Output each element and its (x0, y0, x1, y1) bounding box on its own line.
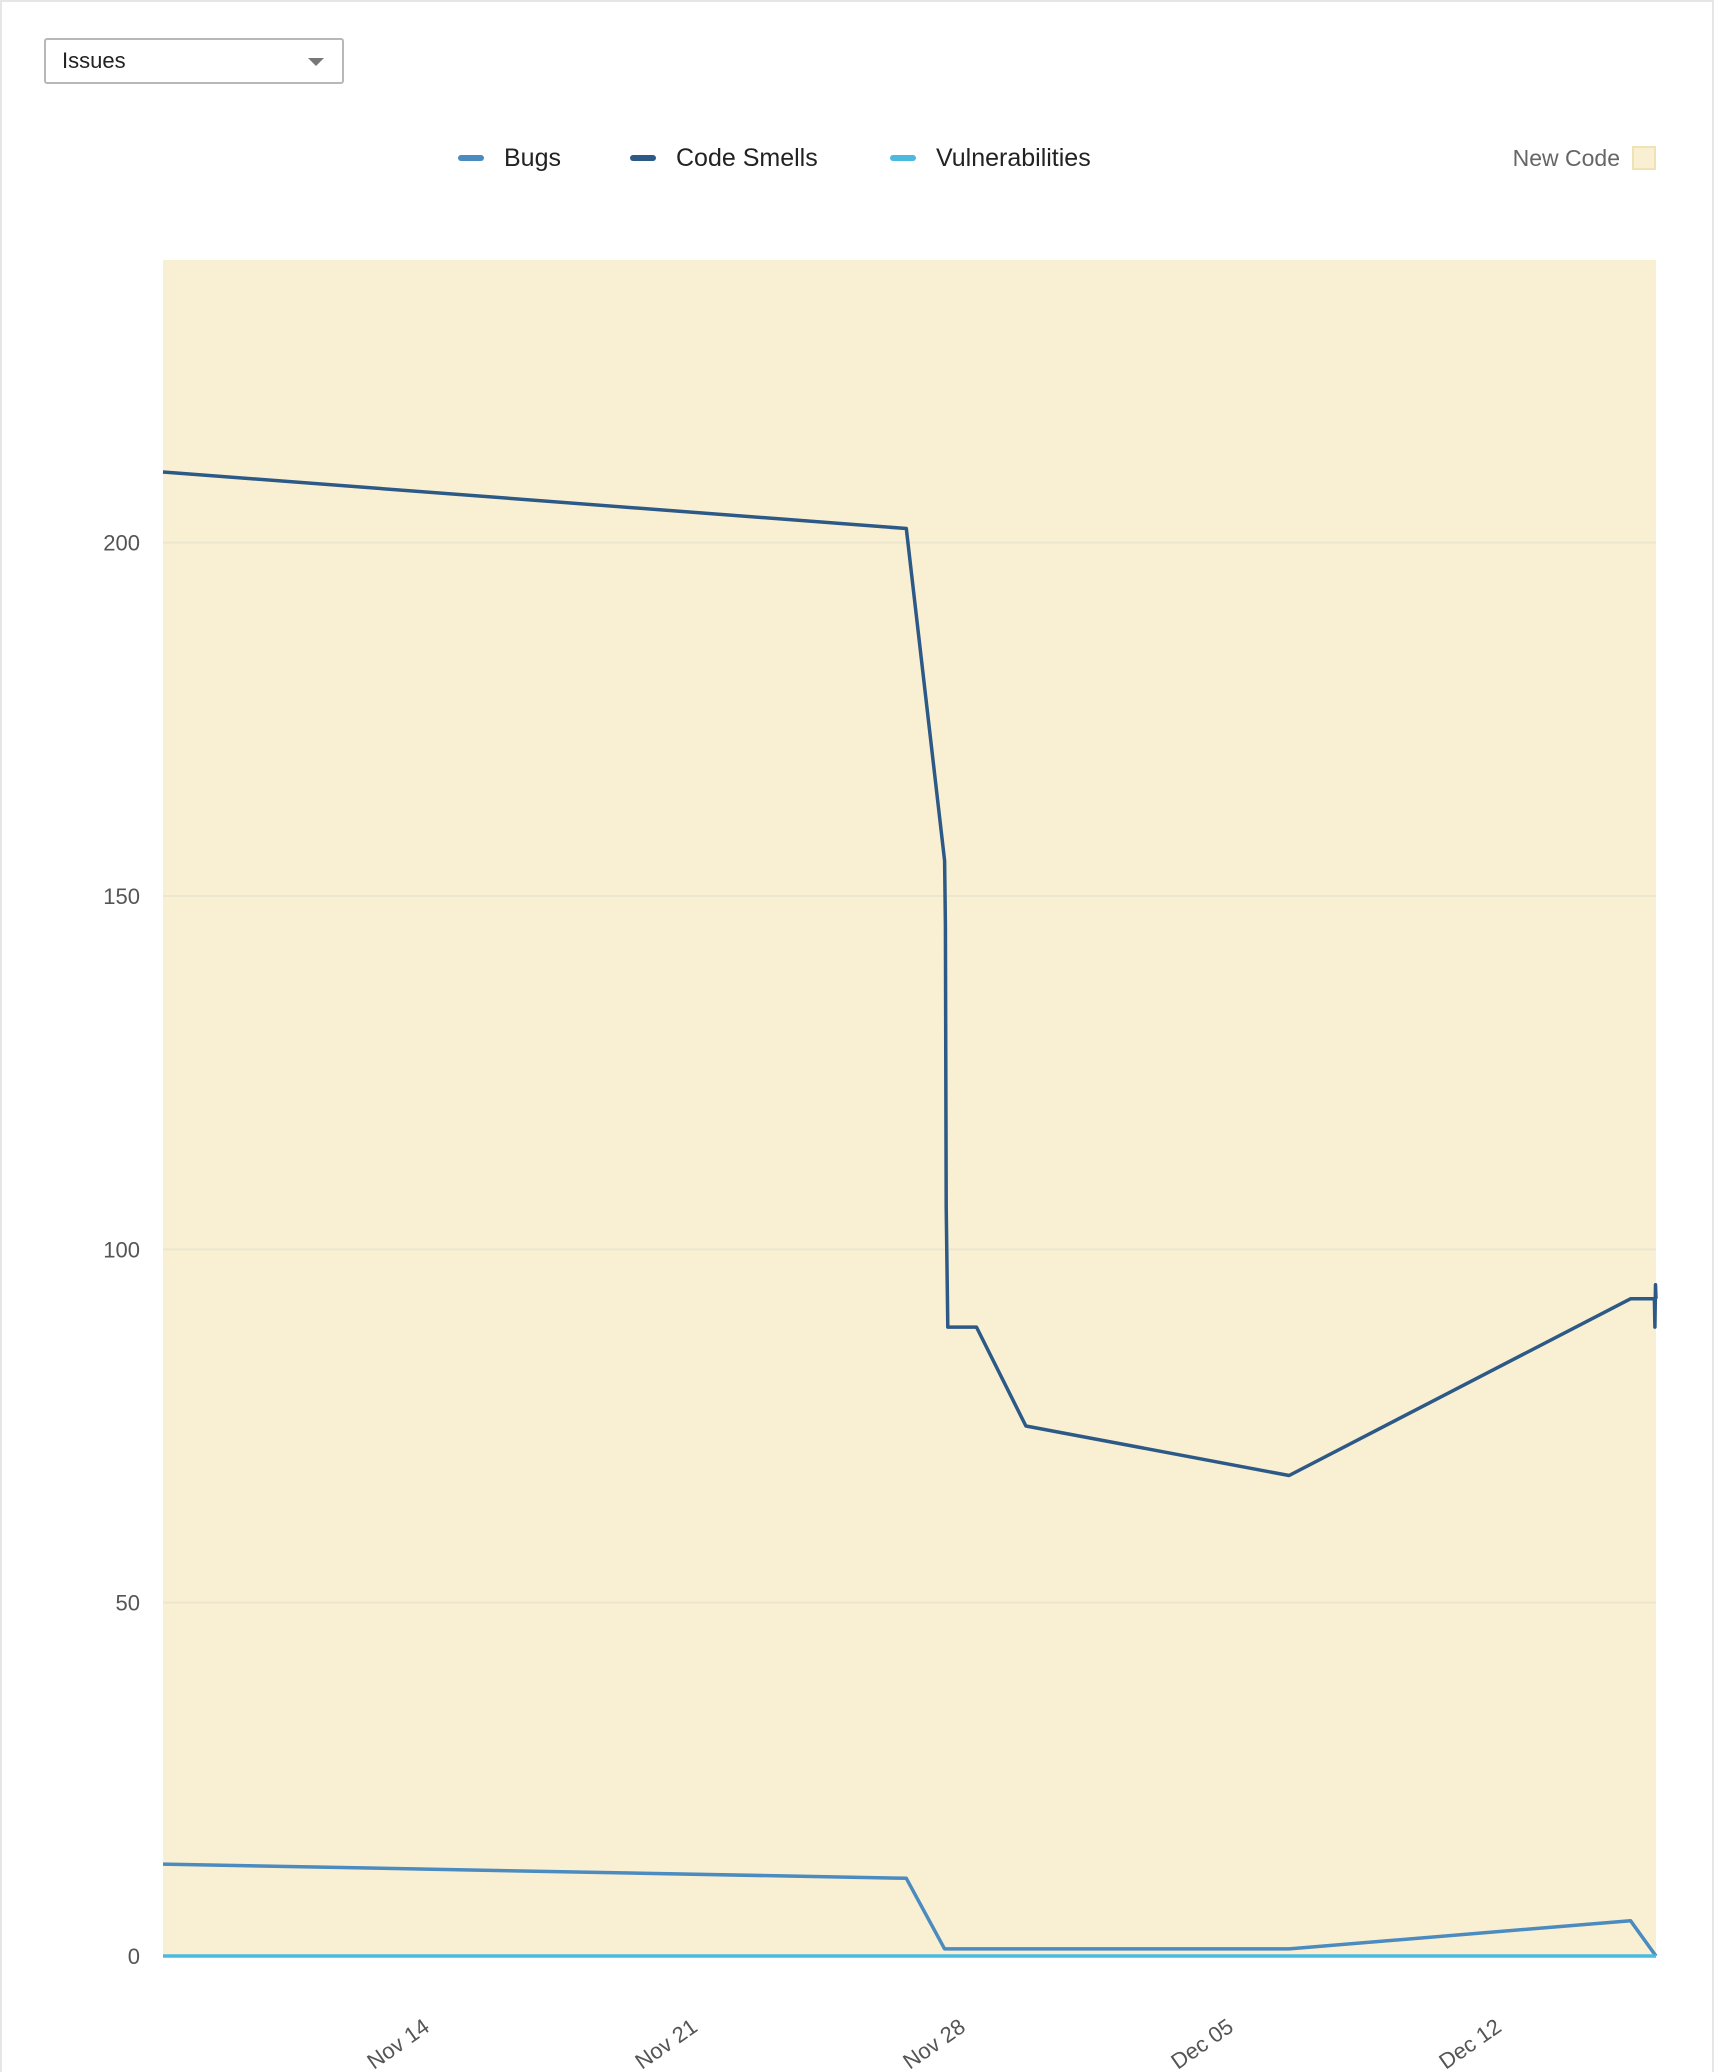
legend-swatch-code-smells (630, 155, 656, 161)
metric-select-value: Issues (62, 48, 126, 73)
legend-item-bugs[interactable]: Bugs (458, 138, 561, 178)
metric-select[interactable]: Issues (44, 38, 344, 84)
new-code-swatch (1632, 146, 1656, 170)
x-tick-label: Dec 05 (1166, 2014, 1237, 2072)
legend-swatch-vulnerabilities (890, 155, 916, 161)
new-code-label: New Code (1512, 144, 1620, 171)
bugs-line (162, 1862, 1658, 1958)
x-tick-label: Nov 14 (362, 2014, 433, 2072)
y-tick-label: 0 (128, 1944, 140, 1969)
legend-label-vulnerabilities: Vulnerabilities (936, 143, 1091, 172)
legend-label-code-smells: Code Smells (676, 143, 818, 172)
y-tick-label: 50 (116, 1591, 140, 1616)
code-smells-line (162, 470, 1658, 1478)
y-tick-label: 150 (103, 884, 140, 909)
new-code-area (163, 260, 1656, 1956)
legend-swatch-bugs (458, 155, 484, 161)
chart-legend: Bugs Code Smells Vulnerabilities (0, 138, 1718, 178)
y-tick-label: 200 (103, 531, 140, 556)
chevron-down-icon (308, 58, 324, 66)
legend-item-code-smells[interactable]: Code Smells (630, 138, 818, 178)
legend-label-bugs: Bugs (504, 143, 561, 172)
new-code-legend: New Code (1513, 138, 1656, 178)
y-tick-label: 100 (103, 1237, 140, 1262)
x-tick-label: Nov 28 (898, 2014, 969, 2072)
x-tick-label: Dec 12 (1434, 2014, 1505, 2072)
legend-item-vulnerabilities[interactable]: Vulnerabilities (890, 138, 1091, 178)
x-tick-label: Nov 21 (630, 2014, 701, 2072)
